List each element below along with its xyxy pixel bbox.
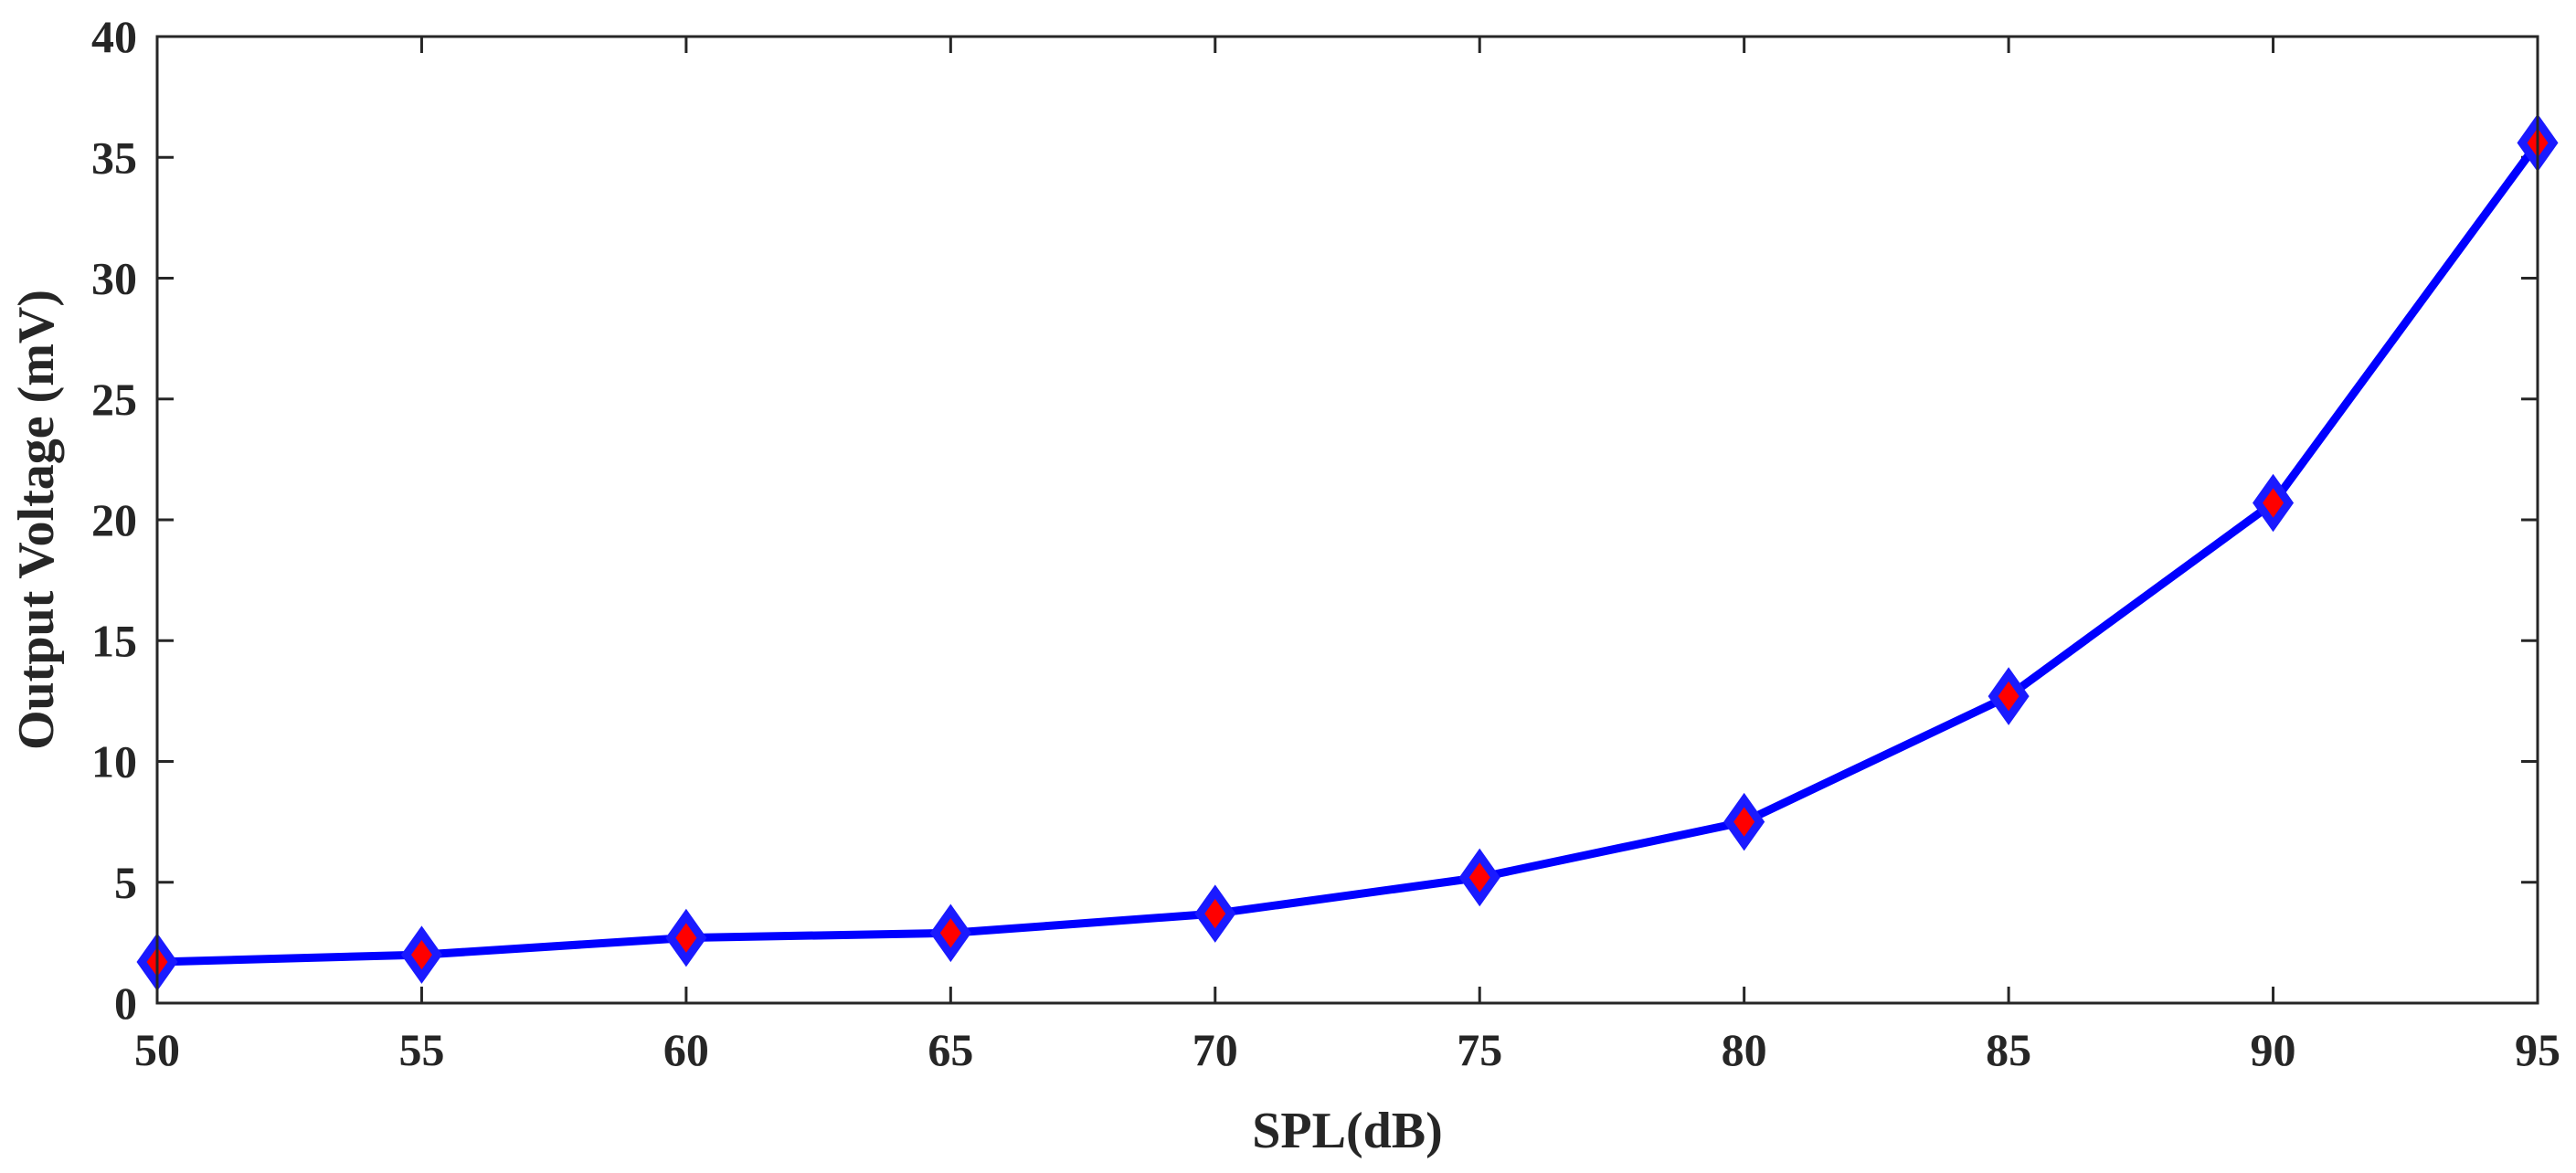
x-tick-label: 65: [928, 1024, 973, 1075]
x-tick-label: 50: [134, 1024, 180, 1075]
x-tick-label: 90: [2251, 1024, 2296, 1075]
series-layer: [136, 113, 2559, 991]
data-point-marker: [665, 908, 707, 967]
x-axis-ticks: 50 55 60 65 70 75 80 85 90 95: [134, 37, 2560, 1075]
y-tick-label: 15: [91, 615, 137, 666]
data-point-marker: [1194, 884, 1236, 943]
y-axis-ticks: 0 5 10 15 20 25 30 35 40: [91, 11, 2538, 1029]
data-point-marker: [1988, 667, 2030, 725]
y-tick-label: 25: [91, 374, 137, 425]
y-tick-label: 35: [91, 132, 137, 183]
data-point-marker: [929, 904, 971, 963]
x-tick-label: 95: [2515, 1024, 2560, 1075]
y-tick-label: 0: [114, 978, 137, 1029]
x-tick-label: 75: [1457, 1024, 1502, 1075]
y-tick-label: 40: [91, 11, 137, 62]
x-axis-title: SPL(dB): [1252, 1103, 1443, 1159]
data-point-marker: [2253, 473, 2295, 533]
data-point-marker: [1723, 792, 1765, 851]
data-point-marker: [1458, 848, 1500, 907]
plot-frame: [155, 35, 2539, 1005]
y-axis-title: Output Voltage (mV): [8, 290, 65, 750]
x-tick-label: 55: [398, 1024, 444, 1075]
data-point-marker: [400, 925, 442, 984]
y-tick-label: 10: [91, 736, 137, 787]
y-tick-label: 5: [114, 857, 137, 908]
x-tick-label: 85: [1986, 1024, 2031, 1075]
x-tick-label: 70: [1193, 1024, 1238, 1075]
x-tick-label: 80: [1722, 1024, 1767, 1075]
x-tick-label: 60: [663, 1024, 709, 1075]
y-tick-label: 20: [91, 494, 137, 545]
y-tick-label: 30: [91, 253, 137, 304]
series-line: [153, 138, 2542, 967]
